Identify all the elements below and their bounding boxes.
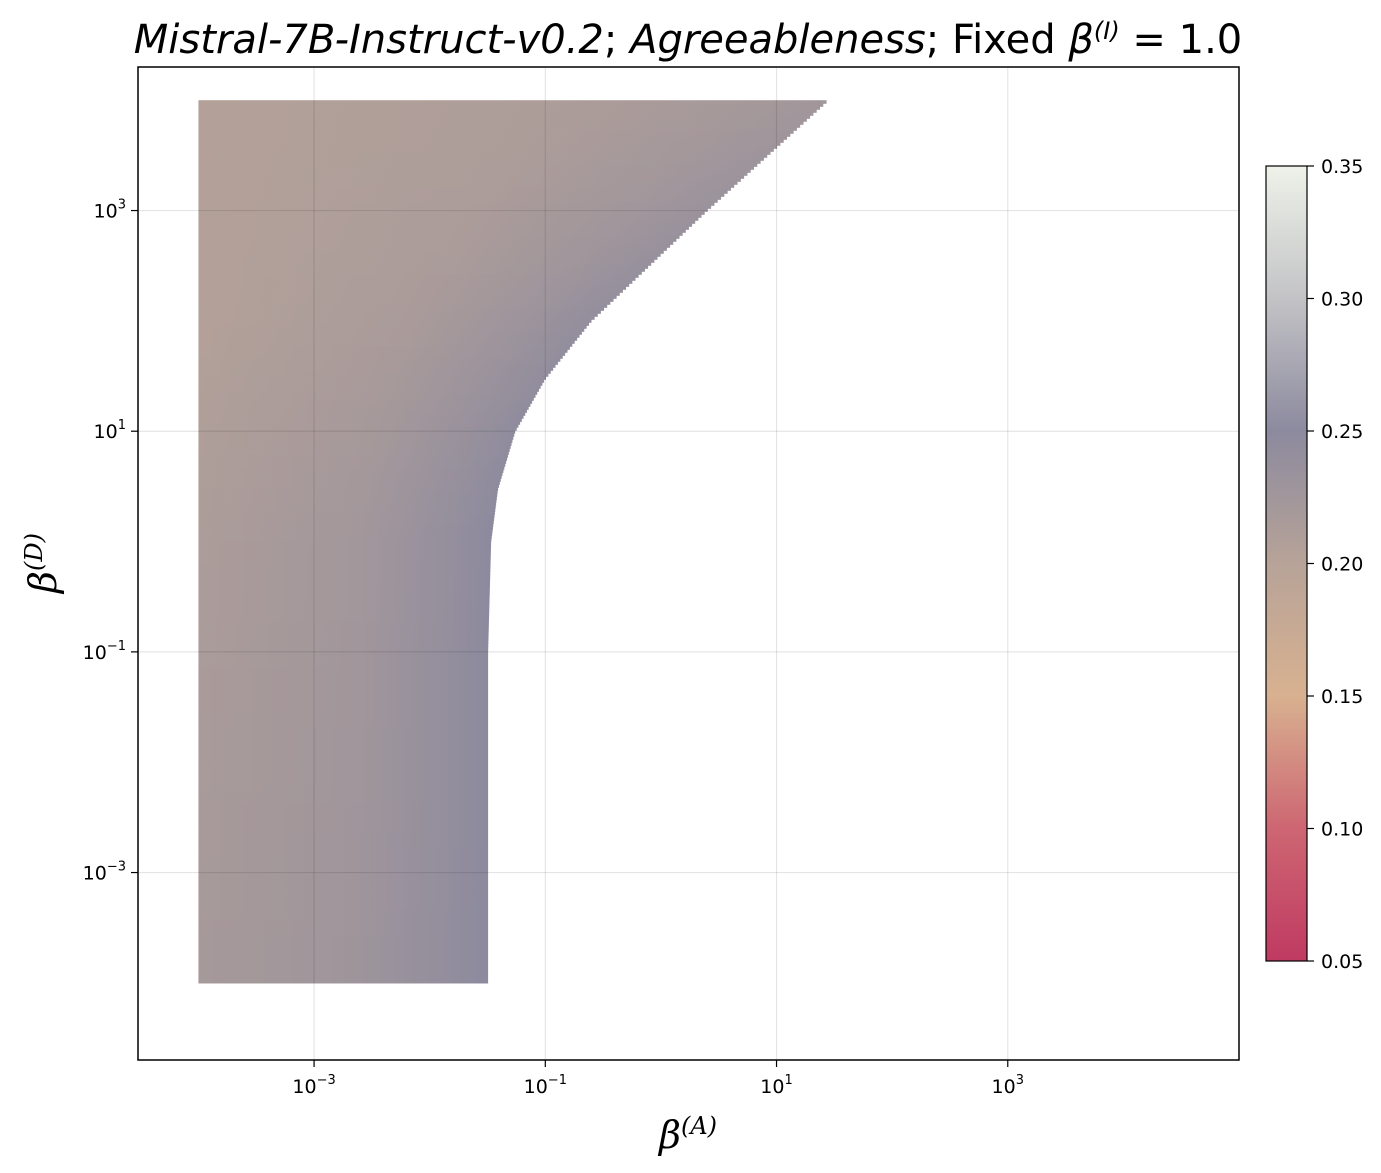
- y-tick-label: 103: [94, 198, 126, 223]
- x-tick-label: 10−3: [292, 1073, 335, 1098]
- x-tick-label: 103: [992, 1073, 1024, 1098]
- chart-title: Mistral-7B-Instruct-v0.2; Agreeableness;…: [134, 17, 1243, 63]
- title-fixed-param: β: [1067, 17, 1094, 63]
- colorbar-tick-label: 0.30: [1321, 289, 1363, 311]
- y-tick-label: 101: [94, 418, 126, 443]
- y-tick-label: 10−3: [83, 860, 126, 885]
- title-fixed-value: = 1.0: [1132, 17, 1242, 63]
- grid-lines: [138, 67, 1239, 1060]
- colorbar-tick-label: 0.35: [1321, 156, 1363, 178]
- y-axis-label: β(D): [20, 533, 65, 595]
- x-tick-label: 101: [760, 1073, 792, 1098]
- x-tick-label: 10−1: [524, 1073, 567, 1098]
- colorbar-tick-label: 0.25: [1321, 421, 1363, 443]
- title-model: Mistral-7B-Instruct-v0.2: [134, 17, 604, 63]
- y-tick-label: 10−1: [83, 639, 126, 664]
- x-axis-label: β(A): [657, 1112, 717, 1157]
- title-fixed-param-sup: (I): [1094, 17, 1120, 45]
- x-axis-ticks: 10−3 10−1 101 103: [292, 1060, 1024, 1098]
- colorbar-tick-label: 0.20: [1321, 554, 1363, 576]
- colorbar-tick-label: 0.15: [1321, 686, 1363, 708]
- colorbar-ticks: 0.05 0.10 0.15 0.20 0.25 0.30 0.35: [1307, 156, 1363, 973]
- title-trait: Agreeableness: [627, 17, 926, 63]
- title-fixed-prefix: Fixed: [952, 17, 1056, 63]
- colorbar: [1265, 165, 1308, 962]
- plot-frame: [137, 66, 1240, 1061]
- heatmap-region: [198, 100, 827, 984]
- colorbar-tick-label: 0.05: [1321, 951, 1363, 973]
- colorbar-tick-label: 0.10: [1321, 819, 1363, 841]
- y-axis-ticks: 10−3 10−1 101 103: [83, 198, 138, 885]
